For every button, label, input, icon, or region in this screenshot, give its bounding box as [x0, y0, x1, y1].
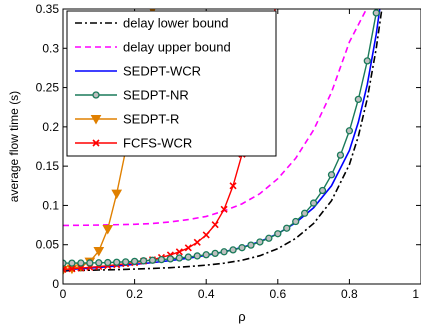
data-point — [113, 258, 121, 266]
legend-marker — [90, 115, 102, 125]
y-axis-label: average flow time (s) — [7, 91, 21, 202]
series-line-delay-lower-bound — [63, 9, 383, 272]
legend-box — [66, 10, 277, 157]
legend-item-delay-lower-bound: delay lower bound — [75, 16, 229, 31]
data-point — [202, 251, 210, 259]
data-point — [274, 230, 282, 238]
axes-frame — [62, 8, 421, 285]
series-delay-upper-bound — [63, 9, 368, 227]
data-point — [184, 253, 192, 261]
data-point — [104, 258, 112, 267]
data-point — [184, 244, 192, 252]
x-axis-label: ρ — [238, 309, 245, 324]
series-line-delay-upper-bound — [63, 9, 368, 227]
data-point — [68, 265, 76, 273]
data-point — [86, 259, 94, 267]
data-point — [77, 259, 85, 267]
data-point — [336, 151, 345, 159]
data-point — [275, 0, 281, 4]
y-tick-label: 0.15 — [36, 159, 60, 173]
data-point — [148, 256, 157, 264]
data-point — [309, 199, 318, 207]
data-point — [265, 234, 273, 242]
data-point — [211, 249, 219, 258]
data-point — [363, 57, 371, 65]
data-point — [327, 171, 336, 179]
data-point — [93, 247, 105, 257]
data-point — [122, 258, 130, 266]
y-tick-label: 0.2 — [42, 120, 59, 134]
data-point — [354, 95, 363, 104]
data-point — [202, 231, 210, 239]
data-point — [220, 205, 228, 213]
data-point — [63, 265, 67, 274]
legend-label: delay upper bound — [123, 40, 231, 55]
legend: delay lower bound delay upper bound SEDPT-… — [66, 10, 277, 157]
data-point — [139, 257, 148, 265]
x-tick-label: 0.6 — [269, 287, 286, 301]
data-point — [166, 255, 175, 263]
data-point — [193, 252, 201, 260]
data-point — [238, 244, 246, 252]
y-tick-label: 0.1 — [42, 198, 59, 212]
series-delay-lower-bound — [63, 9, 383, 272]
data-point — [111, 189, 123, 200]
data-point — [229, 182, 237, 190]
data-point — [193, 238, 201, 246]
legend-marker — [92, 91, 100, 99]
legend-item-sedpt-nr: SEDPT-NR — [75, 88, 189, 103]
series-sedpt-nr — [63, 9, 380, 267]
legend-label: delay lower bound — [123, 16, 229, 31]
legend-label: SEDPT-WCR — [123, 64, 201, 79]
data-point — [157, 255, 166, 264]
data-point — [247, 241, 255, 249]
legend-item-sedpt-r: SEDPT-R — [75, 112, 179, 127]
data-point — [175, 254, 184, 262]
y-tick-label: 0.3 — [42, 41, 59, 55]
data-point — [95, 259, 103, 267]
y-tick-label: 0.05 — [36, 238, 60, 252]
x-tick-label: 0.2 — [126, 287, 143, 301]
data-point — [345, 127, 354, 135]
data-point — [292, 217, 300, 226]
legend-item-delay-upper-bound: delay upper bound — [75, 40, 231, 55]
data-point — [300, 209, 309, 217]
x-tick-label: 1 — [412, 287, 419, 301]
legend-marker — [92, 139, 100, 147]
x-tick-label: 0.8 — [341, 287, 358, 301]
data-point — [256, 238, 264, 246]
data-point — [211, 221, 219, 229]
y-tick-label: 0.35 — [36, 2, 60, 16]
legend-label: FCFS-WCR — [123, 136, 192, 151]
x-tick-label: 0.4 — [198, 287, 215, 301]
data-point — [283, 224, 291, 232]
y-tick-label: 0 — [52, 277, 59, 291]
legend-item-sedpt-wcr: SEDPT-WCR — [75, 64, 201, 79]
axes-layer: 0 0.2 0.4 0.6 0.8 1 0 0.05 0.1 0.15 0.2 0.25 0.3 0.35 — [36, 2, 421, 301]
data-point — [220, 248, 228, 256]
data-point — [372, 9, 380, 17]
data-point — [63, 259, 67, 267]
y-tick-label: 0.25 — [36, 81, 60, 95]
data-point — [229, 246, 237, 254]
data-point — [130, 257, 139, 266]
data-point — [68, 259, 76, 267]
x-tick-label: 0 — [60, 287, 67, 301]
data-point — [318, 186, 327, 195]
data-point — [102, 225, 114, 235]
legend-label: SEDPT-NR — [123, 88, 189, 103]
data-point — [175, 248, 183, 256]
legend-item-fcfs-wcr: FCFS-WCR — [75, 136, 192, 151]
legend-label: SEDPT-R — [123, 112, 179, 127]
